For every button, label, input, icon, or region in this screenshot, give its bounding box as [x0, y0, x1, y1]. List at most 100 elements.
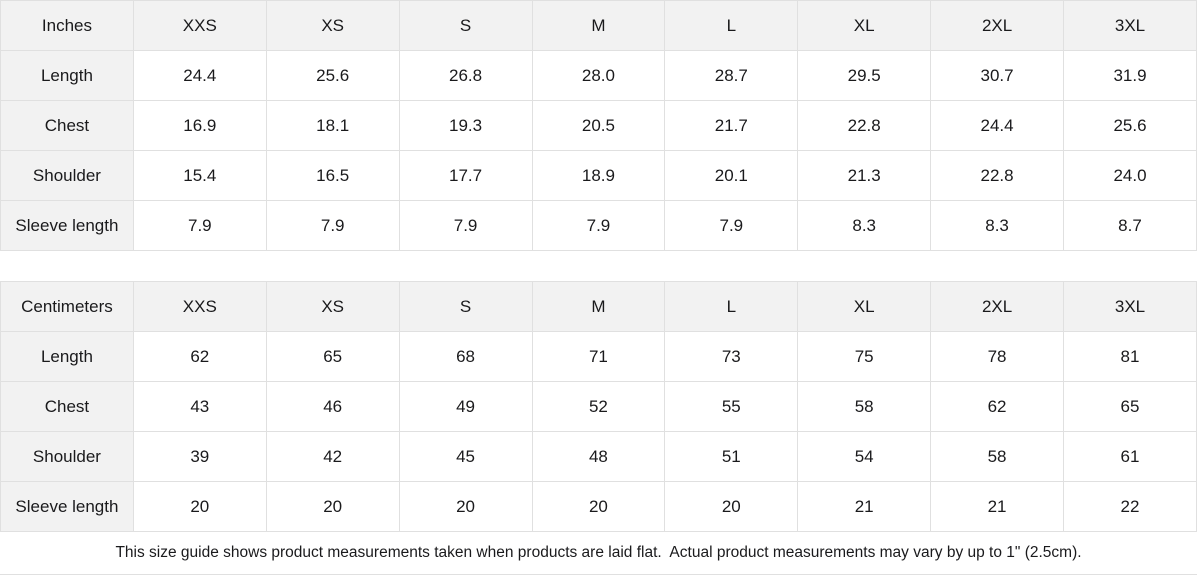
value-cell: 7.9 — [398, 200, 533, 251]
value-cell: 29.5 — [797, 50, 932, 101]
value-cell: 25.6 — [265, 50, 400, 101]
value-cell: 21.3 — [797, 150, 932, 201]
value-cell: 22.8 — [930, 150, 1064, 201]
value-cell: 22.8 — [797, 100, 932, 151]
value-cell: 28.0 — [531, 50, 666, 101]
size-guide-disclaimer: This size guide shows product measuremen… — [0, 532, 1197, 575]
row-label-cell: Sleeve length — [0, 481, 134, 532]
row-label-cell: Chest — [0, 381, 134, 432]
value-cell: 65 — [1063, 381, 1197, 432]
size-header-cell: XXS — [132, 0, 267, 51]
table-row: Chest 16.9 18.1 19.3 20.5 21.7 22.8 24.4… — [0, 100, 1197, 151]
value-cell: 68 — [398, 331, 533, 382]
row-label-cell: Shoulder — [0, 150, 134, 201]
size-header-cell: 2XL — [930, 281, 1064, 332]
row-label-cell: Chest — [0, 100, 134, 151]
size-header-cell: 2XL — [930, 0, 1064, 51]
size-header-cell: M — [531, 0, 666, 51]
table-header-row: Centimeters XXS XS S M L XL 2XL 3XL — [0, 281, 1197, 332]
size-header-cell: 3XL — [1063, 0, 1197, 51]
value-cell: 16.9 — [132, 100, 267, 151]
value-cell: 19.3 — [398, 100, 533, 151]
value-cell: 75 — [797, 331, 932, 382]
size-header-cell: S — [398, 0, 533, 51]
value-cell: 25.6 — [1063, 100, 1197, 151]
table-header-row: Inches XXS XS S M L XL 2XL 3XL — [0, 0, 1197, 51]
value-cell: 8.3 — [797, 200, 932, 251]
value-cell: 21 — [797, 481, 932, 532]
row-label-cell: Shoulder — [0, 431, 134, 482]
value-cell: 62 — [930, 381, 1064, 432]
value-cell: 20 — [531, 481, 666, 532]
size-header-cell: XXS — [132, 281, 267, 332]
table-row: Length 24.4 25.6 26.8 28.0 28.7 29.5 30.… — [0, 50, 1197, 101]
value-cell: 46 — [265, 381, 400, 432]
value-cell: 58 — [930, 431, 1064, 482]
value-cell: 20 — [265, 481, 400, 532]
value-cell: 30.7 — [930, 50, 1064, 101]
value-cell: 48 — [531, 431, 666, 482]
size-header-cell: M — [531, 281, 666, 332]
value-cell: 16.5 — [265, 150, 400, 201]
value-cell: 39 — [132, 431, 267, 482]
value-cell: 20.1 — [664, 150, 799, 201]
value-cell: 45 — [398, 431, 533, 482]
value-cell: 7.9 — [132, 200, 267, 251]
value-cell: 24.4 — [930, 100, 1064, 151]
size-header-cell: S — [398, 281, 533, 332]
value-cell: 43 — [132, 381, 267, 432]
value-cell: 20 — [664, 481, 799, 532]
value-cell: 7.9 — [265, 200, 400, 251]
value-cell: 52 — [531, 381, 666, 432]
value-cell: 7.9 — [531, 200, 666, 251]
unit-header-cell: Centimeters — [0, 281, 134, 332]
size-header-cell: L — [664, 0, 799, 51]
value-cell: 20 — [398, 481, 533, 532]
value-cell: 55 — [664, 381, 799, 432]
value-cell: 73 — [664, 331, 799, 382]
value-cell: 49 — [398, 381, 533, 432]
unit-header-cell: Inches — [0, 0, 134, 51]
value-cell: 18.1 — [265, 100, 400, 151]
table-row: Chest 43 46 49 52 55 58 62 65 — [0, 381, 1197, 432]
size-header-cell: XL — [797, 0, 932, 51]
size-guide-disclaimer-text: This size guide shows product measuremen… — [115, 544, 1082, 561]
value-cell: 21.7 — [664, 100, 799, 151]
value-cell: 7.9 — [664, 200, 799, 251]
value-cell: 24.4 — [132, 50, 267, 101]
value-cell: 20.5 — [531, 100, 666, 151]
centimeters-size-table: Centimeters XXS XS S M L XL 2XL 3XL Leng… — [0, 281, 1197, 532]
value-cell: 20 — [132, 481, 267, 532]
size-header-cell: 3XL — [1063, 281, 1197, 332]
value-cell: 22 — [1063, 481, 1197, 532]
table-row: Length 62 65 68 71 73 75 78 81 — [0, 331, 1197, 382]
value-cell: 58 — [797, 381, 932, 432]
size-header-cell: XS — [265, 0, 400, 51]
value-cell: 8.3 — [930, 200, 1064, 251]
value-cell: 21 — [930, 481, 1064, 532]
inches-size-table: Inches XXS XS S M L XL 2XL 3XL Length 24… — [0, 0, 1197, 251]
row-label-cell: Sleeve length — [0, 200, 134, 251]
value-cell: 26.8 — [398, 50, 533, 101]
value-cell: 28.7 — [664, 50, 799, 101]
table-row: Shoulder 39 42 45 48 51 54 58 61 — [0, 431, 1197, 482]
table-gap-spacer — [0, 251, 1197, 281]
size-header-cell: XL — [797, 281, 932, 332]
value-cell: 61 — [1063, 431, 1197, 482]
value-cell: 8.7 — [1063, 200, 1197, 251]
value-cell: 71 — [531, 331, 666, 382]
value-cell: 51 — [664, 431, 799, 482]
value-cell: 15.4 — [132, 150, 267, 201]
value-cell: 24.0 — [1063, 150, 1197, 201]
value-cell: 81 — [1063, 331, 1197, 382]
value-cell: 42 — [265, 431, 400, 482]
value-cell: 31.9 — [1063, 50, 1197, 101]
table-row: Sleeve length 20 20 20 20 20 21 21 22 — [0, 481, 1197, 532]
value-cell: 17.7 — [398, 150, 533, 201]
table-row: Sleeve length 7.9 7.9 7.9 7.9 7.9 8.3 8.… — [0, 200, 1197, 251]
value-cell: 18.9 — [531, 150, 666, 201]
table-row: Shoulder 15.4 16.5 17.7 18.9 20.1 21.3 2… — [0, 150, 1197, 201]
value-cell: 65 — [265, 331, 400, 382]
value-cell: 62 — [132, 331, 267, 382]
row-label-cell: Length — [0, 331, 134, 382]
